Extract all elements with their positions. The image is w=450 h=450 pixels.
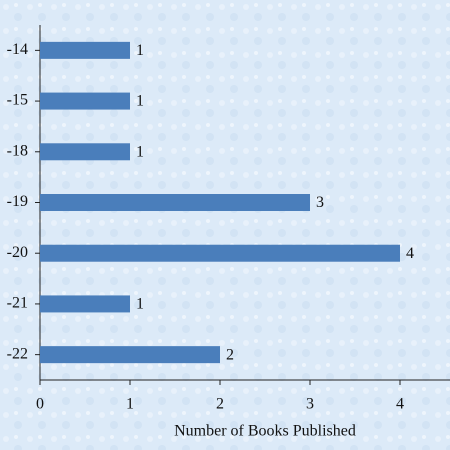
x-tick-label: 0 xyxy=(36,396,44,413)
bar xyxy=(40,41,130,59)
value-label: 3 xyxy=(316,194,324,211)
y-tick-label: -19 xyxy=(7,193,28,210)
value-label: 4 xyxy=(406,245,414,262)
bar xyxy=(40,346,220,364)
y-tick-label: -14 xyxy=(7,41,28,58)
bar xyxy=(40,244,400,262)
y-tick-label: -18 xyxy=(7,142,28,159)
x-axis-label: Number of Books Published xyxy=(174,423,356,440)
y-tick-label: -22 xyxy=(7,345,28,362)
bar xyxy=(40,92,130,110)
y-tick-label: -15 xyxy=(7,92,28,109)
bar xyxy=(40,295,130,313)
value-label: 1 xyxy=(136,42,144,59)
value-label: 1 xyxy=(136,93,144,110)
x-tick-label: 4 xyxy=(396,396,404,413)
bar xyxy=(40,194,310,211)
value-label: 2 xyxy=(226,346,234,363)
y-tick-label: -21 xyxy=(7,295,28,312)
value-label: 1 xyxy=(136,143,144,160)
x-tick-label: 3 xyxy=(306,396,314,413)
x-tick-label: 2 xyxy=(216,396,224,413)
y-tick-label: -20 xyxy=(7,244,28,261)
bar xyxy=(40,143,130,161)
x-tick-label: 1 xyxy=(126,396,134,413)
value-label: 1 xyxy=(136,296,144,313)
